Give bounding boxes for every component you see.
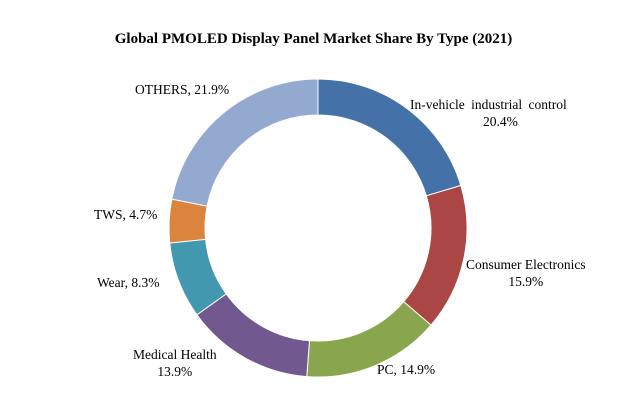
data-label-tws-text: TWS, 4.7% xyxy=(94,207,158,222)
data-label-wear: Wear, 8.3% xyxy=(97,274,159,291)
data-label-tws: TWS, 4.7% xyxy=(94,206,157,223)
data-label-consumer-electronics-name: Consumer Electronics xyxy=(466,257,586,272)
data-label-others-text: OTHERS, 21.9% xyxy=(135,82,230,97)
data-label-tws-value: 4.7% xyxy=(129,207,158,222)
data-label-tws-name: TWS xyxy=(94,207,123,222)
data-label-consumer-electronics: Consumer Electronics 15.9% xyxy=(466,256,586,290)
donut-slice-tws xyxy=(168,198,208,244)
data-label-pc-value: 14.9% xyxy=(400,362,436,377)
data-label-in-vehicle-value: 20.4% xyxy=(483,114,518,129)
data-label-in-vehicle: In-vehicle industrial control 20.4% xyxy=(410,96,567,130)
data-label-wear-text: Wear, 8.3% xyxy=(97,275,160,290)
donut-slice-consumer-electronics xyxy=(402,184,468,326)
data-label-medical-health: Medical Health 13.9% xyxy=(133,346,217,380)
chart-title: Global PMOLED Display Panel Market Share… xyxy=(114,31,513,47)
data-label-pc-name: PC xyxy=(377,362,394,377)
data-label-others-value: 21.9% xyxy=(194,82,230,97)
data-label-in-vehicle-name: In-vehicle industrial control xyxy=(410,97,567,112)
data-label-pc: PC, 14.9% xyxy=(377,361,435,378)
data-label-medical-health-name: Medical Health xyxy=(133,347,217,362)
data-label-others: OTHERS, 21.9% xyxy=(135,81,229,98)
data-label-others-name: OTHERS xyxy=(135,82,188,97)
donut-slice-others xyxy=(171,78,319,207)
data-label-consumer-electronics-value: 15.9% xyxy=(508,274,544,289)
data-label-wear-value: 8.3% xyxy=(131,275,160,290)
data-label-pc-text: PC, 14.9% xyxy=(377,362,436,377)
data-label-medical-health-value: 13.9% xyxy=(157,364,193,379)
data-label-wear-name: Wear xyxy=(97,275,125,290)
